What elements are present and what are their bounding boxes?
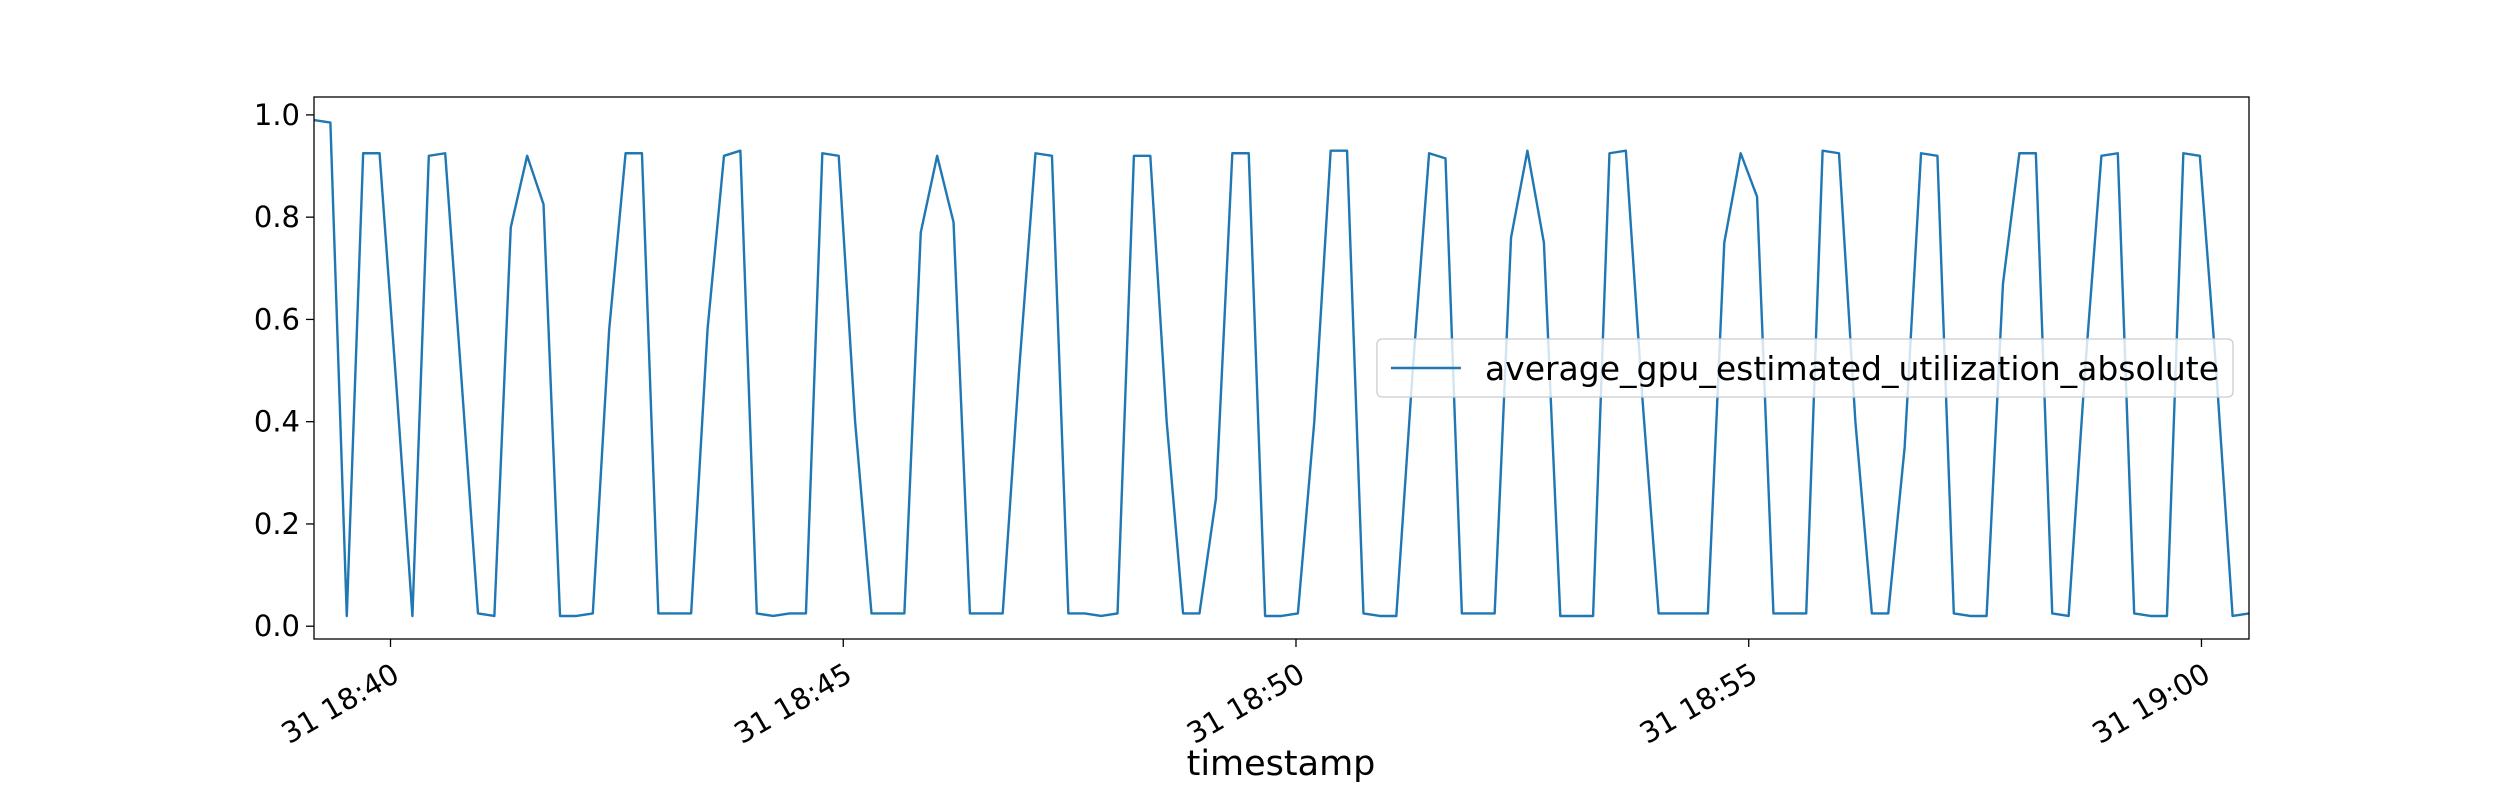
y-tick-label: 0.0 bbox=[254, 609, 300, 643]
y-tick-label: 0.6 bbox=[254, 302, 300, 336]
x-tick-label: 31 18:45 bbox=[728, 656, 857, 750]
x-axis-label: timestamp bbox=[1187, 744, 1376, 784]
line-series bbox=[313, 118, 2250, 618]
legend-label: average_gpu_estimated_utilization_absolu… bbox=[1485, 349, 2219, 388]
legend-box bbox=[1376, 338, 2234, 398]
x-tick-label: 31 18:55 bbox=[1634, 656, 1763, 750]
axes-frame bbox=[313, 96, 2250, 640]
legend: average_gpu_estimated_utilization_absolu… bbox=[1376, 338, 2234, 398]
x-tick-label: 31 18:40 bbox=[275, 656, 404, 750]
x-tick-label: 31 18:50 bbox=[1181, 656, 1310, 750]
y-tick-label: 0.2 bbox=[254, 507, 300, 541]
y-tick-label: 0.4 bbox=[254, 405, 300, 439]
y-tick-label: 0.8 bbox=[254, 200, 300, 234]
y-tick-label: 1.0 bbox=[254, 98, 300, 132]
x-tick-label: 31 19:00 bbox=[2086, 656, 2215, 750]
